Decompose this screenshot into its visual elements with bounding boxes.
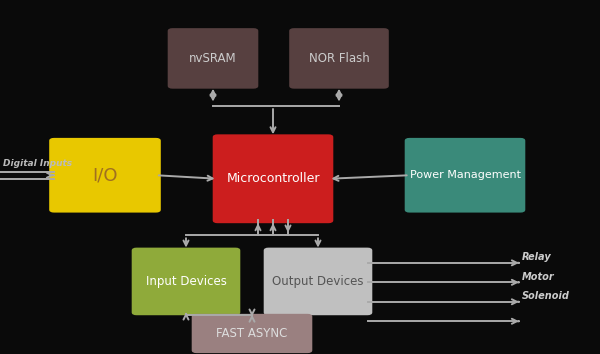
FancyBboxPatch shape: [404, 138, 526, 212]
Text: Motor: Motor: [522, 272, 554, 282]
Text: FAST ASYNC: FAST ASYNC: [217, 327, 287, 340]
FancyBboxPatch shape: [49, 138, 161, 212]
Text: Relay: Relay: [522, 252, 552, 262]
Text: Output Devices: Output Devices: [272, 275, 364, 288]
Text: Input Devices: Input Devices: [146, 275, 226, 288]
FancyBboxPatch shape: [168, 28, 259, 89]
FancyBboxPatch shape: [132, 248, 240, 315]
Text: Power Management: Power Management: [409, 170, 521, 180]
FancyBboxPatch shape: [264, 248, 372, 315]
FancyBboxPatch shape: [289, 28, 389, 89]
Text: Solenoid: Solenoid: [522, 291, 570, 301]
Text: Digital Inputs: Digital Inputs: [3, 159, 72, 169]
Text: NOR Flash: NOR Flash: [308, 52, 370, 65]
FancyBboxPatch shape: [213, 134, 334, 223]
Text: Microcontroller: Microcontroller: [226, 172, 320, 185]
Text: nvSRAM: nvSRAM: [189, 52, 237, 65]
FancyBboxPatch shape: [192, 314, 312, 353]
Text: I/O: I/O: [92, 166, 118, 184]
